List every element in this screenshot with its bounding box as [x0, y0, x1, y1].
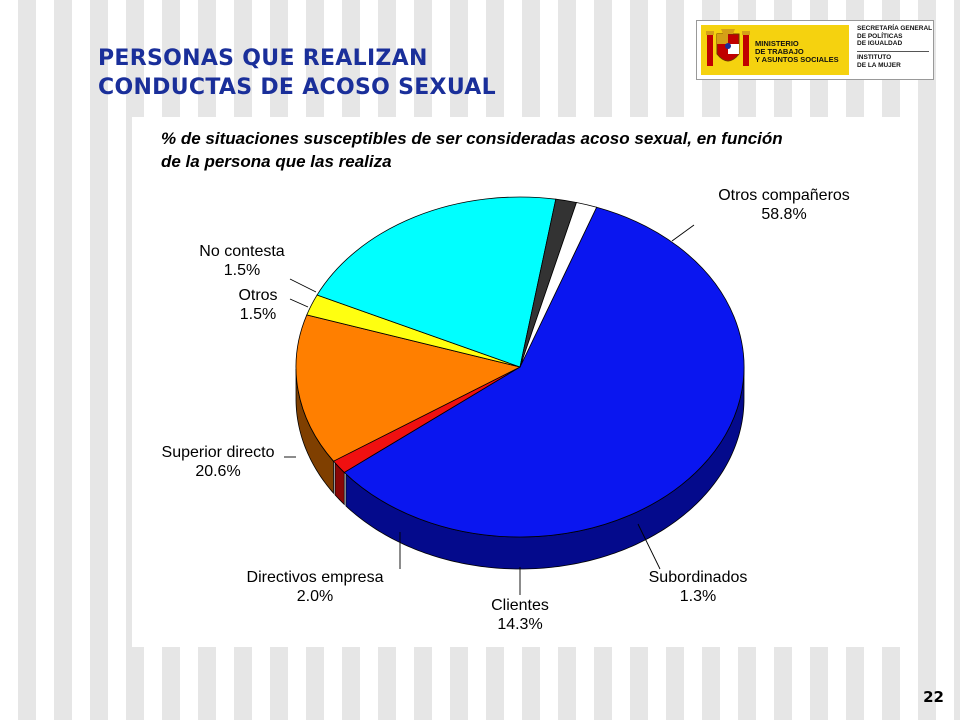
slide-title-line-1: PERSONAS QUE REALIZAN: [98, 46, 428, 71]
pie-label-group: Otros compañeros 58.8% Subordinados 1.3% Cli…: [162, 187, 850, 633]
logo-instituto-line: DE LA MUJER: [857, 61, 901, 69]
logo-ministry-line: DE TRABAJO: [755, 47, 804, 56]
leader-line-otros: [289, 298, 309, 308]
slice-value-directivos-empresa: 2.0%: [297, 588, 333, 605]
slice-label-no-contesta: No contesta: [199, 243, 284, 260]
logo-divider: [857, 51, 929, 52]
slice-value-clientes: 14.3%: [497, 616, 542, 633]
leader-line-no-contesta: [289, 278, 317, 293]
chart-title-line-2: de la persona que las realiza: [161, 152, 392, 171]
slice-label-otros-companeros: Otros compañeros: [718, 187, 850, 204]
slice-label-subordinados: Subordinados: [649, 569, 748, 586]
slice-label-otros: Otros: [238, 287, 277, 304]
logo-secretaria-line: SECRETARÍA GENERAL: [857, 25, 933, 32]
slice-label-directivos-empresa: Directivos empresa: [247, 569, 384, 586]
chart-panel: % de situaciones susceptibles de ser con…: [132, 117, 911, 647]
pie-top-group: [295, 196, 745, 538]
chart-title: % de situaciones susceptibles de ser con…: [161, 127, 901, 173]
slice-value-otros-companeros: 58.8%: [761, 206, 806, 223]
pie-slice-otros-companeros: [343, 206, 745, 538]
leader-line-otros-companeros: [671, 224, 695, 242]
pie-slice-superior-directo: [316, 196, 557, 368]
chart-title-line-1: % de situaciones susceptibles de ser con…: [161, 129, 783, 148]
logo-ministry-line: MINISTERIO: [755, 39, 799, 48]
pie-slice-clientes: [295, 314, 522, 462]
slice-value-otros: 1.5%: [240, 306, 276, 323]
logo-instituto-line: INSTITUTO: [857, 54, 892, 61]
ministry-logo: MINISTERIO DE TRABAJO Y ASUNTOS SOCIALES…: [696, 20, 934, 80]
pie-chart: Otros compañeros 58.8% Subordinados 1.3% Cli…: [162, 187, 850, 633]
slide-title-line-2: CONDUCTAS DE ACOSO SEXUAL: [98, 75, 496, 100]
leader-line-subordinados: [637, 523, 661, 570]
coat-of-arms-icon: [706, 29, 750, 66]
logo-ministry-text: MINISTERIO DE TRABAJO Y ASUNTOS SOCIALES: [755, 40, 839, 64]
page-number: 22: [923, 688, 944, 706]
logo-ministry-line: Y ASUNTOS SOCIALES: [755, 55, 839, 64]
slice-value-subordinados: 1.3%: [680, 588, 716, 605]
logo-secretaria-line: DE IGUALDAD: [857, 40, 903, 47]
slice-value-no-contesta: 1.5%: [224, 262, 260, 279]
slide-title: PERSONAS QUE REALIZAN CONDUCTAS DE ACOSO…: [98, 44, 496, 102]
logo-secretaria-text: SECRETARÍA GENERAL DE POLÍTICAS DE IGUAL…: [857, 25, 932, 48]
slice-value-superior-directo: 20.6%: [195, 463, 240, 480]
pie-slice-no-contesta: [519, 202, 598, 368]
slice-label-clientes: Clientes: [491, 597, 549, 614]
slice-label-superior-directo: Superior directo: [162, 444, 275, 461]
logo-instituto-text: INSTITUTO DE LA MUJER: [857, 54, 901, 69]
logo-secretaria-line: DE POLÍTICAS: [857, 32, 903, 40]
